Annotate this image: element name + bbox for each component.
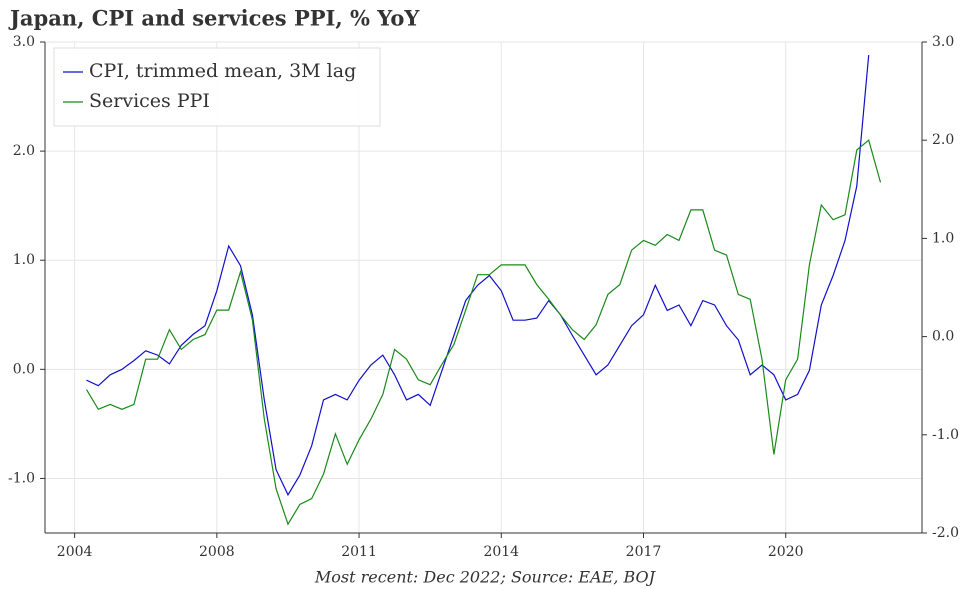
legend-label: Services PPI <box>89 90 210 112</box>
x-tick-label: 2017 <box>626 544 662 560</box>
x-tick-label: 2008 <box>199 544 235 560</box>
x-tick-label: 2011 <box>341 544 377 560</box>
x-tick-label: 2004 <box>57 544 93 560</box>
x-tick-label: 2020 <box>768 544 804 560</box>
x-tick-label: 2014 <box>483 544 519 560</box>
legend-box <box>53 47 381 127</box>
y2-tick-label: -1.0 <box>932 427 959 443</box>
legend-label: CPI, trimmed mean, 3M lag <box>89 60 356 82</box>
y2-tick-label: 0.0 <box>932 329 954 345</box>
y2-tick-label: 2.0 <box>932 132 954 148</box>
y2-tick-label: 3.0 <box>932 34 954 50</box>
y2-tick-label: -2.0 <box>932 525 959 541</box>
y-tick-label: 0.0 <box>13 361 35 377</box>
series-line <box>86 55 870 497</box>
y2-tick-label: 1.0 <box>932 230 954 246</box>
y-tick-label: -1.0 <box>8 470 35 486</box>
y-tick-label: 2.0 <box>13 143 35 159</box>
chart-title: Japan, CPI and services PPI, % YoY <box>8 6 420 31</box>
footnote: Most recent: Dec 2022; Source: EAE, BOJ <box>314 568 657 587</box>
y-tick-label: 3.0 <box>13 34 35 50</box>
series-line <box>85 139 882 526</box>
y-tick-label: 1.0 <box>13 252 35 268</box>
